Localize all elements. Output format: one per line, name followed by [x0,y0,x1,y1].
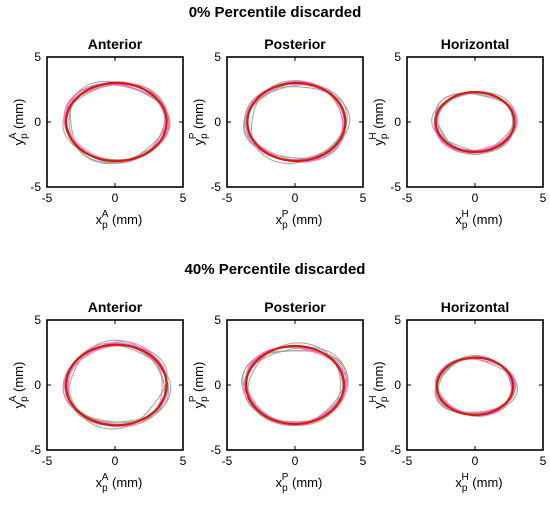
y-tick-label: 0 [34,378,41,392]
y-tick-label: -5 [30,443,41,457]
y-tick-label: 5 [394,313,401,327]
y-tick-label: 5 [34,313,41,327]
x-tick-label: 0 [112,191,119,205]
panel-title: Horizontal [441,299,509,315]
y-axis-label: ypA (mm) [8,362,30,409]
y-tick-label: 5 [394,50,401,64]
y-tick-label: 0 [214,378,221,392]
fitted-ellipse [244,344,346,426]
x-axis-label: xpH (mm) [455,209,502,231]
fitted-ellipse [434,90,516,153]
axes-box [406,319,544,451]
y-tick-label: 5 [34,50,41,64]
x-axis-label: xpH (mm) [455,472,502,494]
y-tick-label: 5 [214,313,221,327]
x-tick-label: -5 [222,191,233,205]
y-tick-label: -5 [210,443,221,457]
y-axis-label: ypH (mm) [368,98,390,145]
y-axis-label: ypA (mm) [8,99,30,146]
trial-trace [244,86,351,160]
x-tick-label: 0 [112,454,119,468]
panel-title: Anterior [88,299,143,315]
row-title-1: 40% Percentile discarded [184,261,366,278]
x-axis-label: xpP (mm) [276,209,323,231]
x-tick-label: 0 [292,191,299,205]
chart-panel-p-1: Posterior -5 0 5 5 0 -5 xpP (mm) ypP (mm) [188,299,367,494]
x-tick-label: 5 [360,454,367,468]
x-tick-label: -5 [42,454,53,468]
y-tick-label: -5 [390,443,401,457]
y-tick-label: 0 [34,115,41,129]
x-tick-label: 5 [540,454,547,468]
x-tick-label: -5 [402,191,413,205]
chart-panel-a-1: Anterior -5 0 5 5 0 -5 xpA (mm) ypA (mm) [8,299,187,494]
y-axis-label: ypP (mm) [188,362,210,409]
panel-title: Horizontal [441,36,509,52]
x-tick-label: 0 [472,454,479,468]
x-tick-label: -5 [222,454,233,468]
y-tick-label: 0 [394,115,401,129]
panel-title: Anterior [88,36,143,52]
x-tick-label: -5 [402,454,413,468]
row-title-0: 0% Percentile discarded [188,4,362,21]
x-tick-label: 5 [540,191,547,205]
axes-box [406,56,544,188]
chart-panel-h-1: Horizontal -5 0 5 5 0 -5 xpH (mm) ypH (mm) [368,299,547,494]
y-axis-label: ypP (mm) [188,99,210,146]
x-axis-label: xpP (mm) [276,472,323,494]
x-tick-label: 5 [180,454,187,468]
x-axis-label: xpA (mm) [96,472,143,494]
y-tick-label: -5 [30,180,41,194]
panel-title: Posterior [264,36,326,52]
y-tick-label: 0 [394,378,401,392]
chart-panel-p-0: Posterior -5 0 5 5 0 -5 xpP (mm) ypP (mm) [188,36,367,231]
x-tick-label: 0 [292,454,299,468]
x-tick-label: 0 [472,191,479,205]
axes-box [46,56,184,188]
chart-panel-h-0: Horizontal -5 0 5 5 0 -5 xpH (mm) ypH (mm) [368,36,547,231]
y-tick-label: -5 [210,180,221,194]
y-axis-label: ypH (mm) [368,361,390,408]
y-tick-label: 5 [214,50,221,64]
x-tick-label: 5 [180,191,187,205]
fitted-ellipse [64,81,168,163]
chart-panel-a-0: Anterior -5 0 5 5 0 -5 xpA (mm) ypA (mm) [8,36,187,231]
y-tick-label: -5 [390,180,401,194]
fitted-ellipse [64,343,168,427]
x-tick-label: -5 [42,191,53,205]
x-axis-label: xpA (mm) [96,209,143,231]
x-tick-label: 5 [360,191,367,205]
fitted-ellipse [246,81,347,163]
panel-title: Posterior [264,299,326,315]
y-tick-label: 0 [214,115,221,129]
fitted-ellipse [435,356,515,416]
